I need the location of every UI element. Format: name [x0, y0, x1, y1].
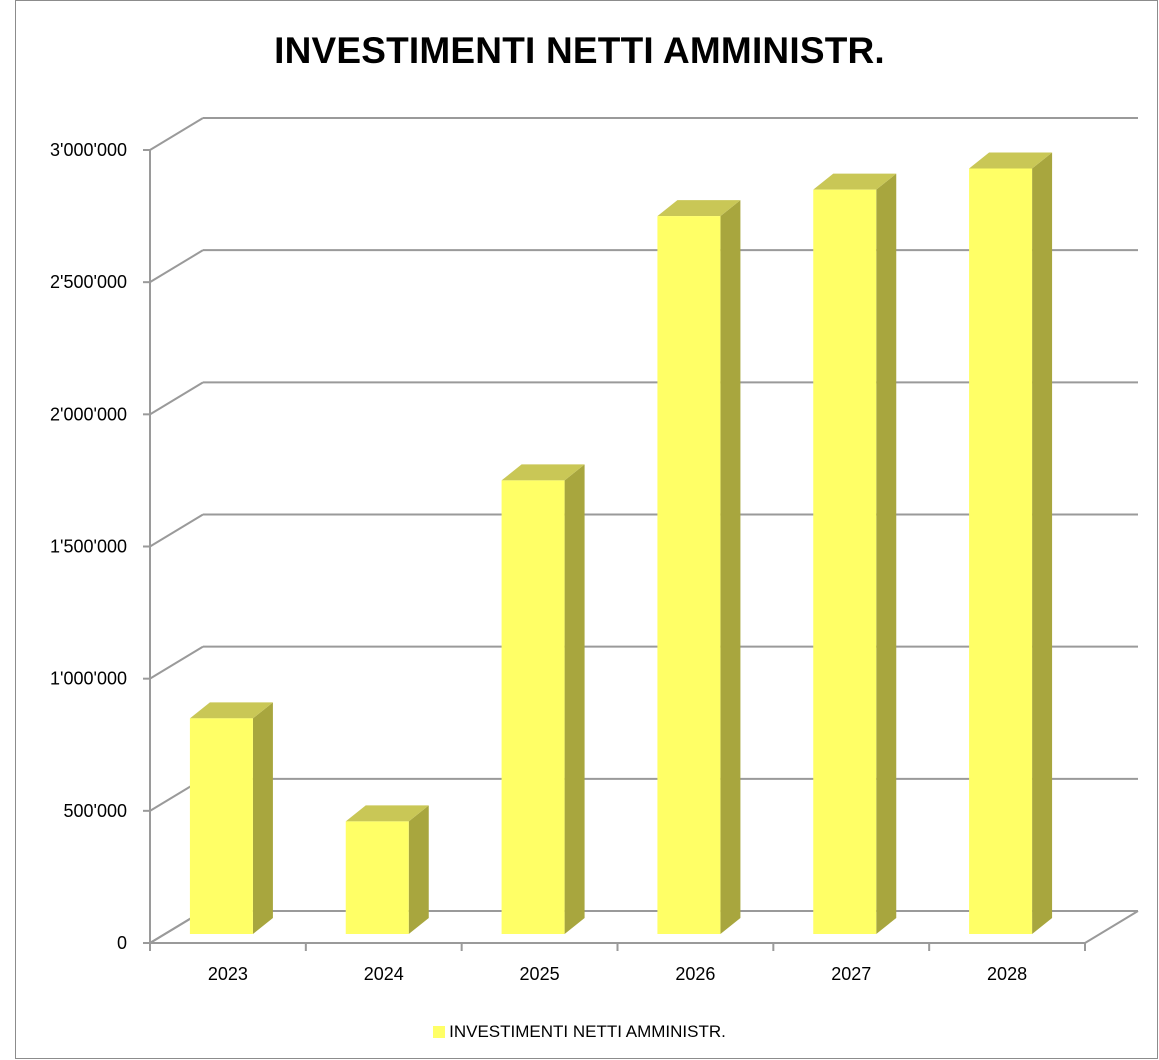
gridline-diagonal	[149, 117, 204, 151]
bar-top	[501, 464, 585, 481]
bar	[657, 216, 721, 935]
bar	[969, 168, 1033, 935]
y-tick-label: 0	[117, 933, 127, 953]
bar-top	[189, 702, 273, 719]
x-tick-label: 2025	[520, 964, 560, 984]
bar	[189, 718, 253, 934]
gridline-diagonal	[149, 513, 204, 548]
bar-top	[969, 152, 1053, 169]
gridline-diagonal	[149, 645, 204, 680]
y-tick-label: 3'000'000	[50, 140, 127, 160]
x-tick-label: 2028	[987, 964, 1027, 984]
bar-side	[408, 805, 429, 934]
floor-right-edge	[1084, 910, 1139, 944]
bar-top	[657, 200, 741, 217]
y-tick-label: 500'000	[63, 801, 127, 821]
gridline-diagonal	[149, 249, 204, 284]
bar-side	[252, 702, 273, 934]
bar	[501, 480, 565, 934]
y-tick-label: 1'500'000	[50, 537, 127, 557]
bar-side	[720, 200, 741, 935]
bar	[345, 821, 409, 934]
x-tick-label: 2027	[831, 964, 871, 984]
bar-side	[1032, 152, 1053, 935]
bar	[813, 189, 877, 934]
gridline-diagonal	[149, 381, 204, 416]
legend: INVESTIMENTI NETTI AMMINISTR.	[0, 1022, 1159, 1042]
x-tick-label: 2023	[208, 964, 248, 984]
y-tick-label: 2'500'000	[50, 272, 127, 292]
x-tick-label: 2026	[675, 964, 715, 984]
bar-side	[876, 173, 897, 934]
bar-side	[564, 464, 585, 934]
bar-top	[345, 805, 429, 822]
legend-label: INVESTIMENTI NETTI AMMINISTR.	[449, 1022, 726, 1041]
bar-top	[813, 173, 897, 190]
y-tick-label: 1'000'000	[50, 669, 127, 689]
chart-title: INVESTIMENTI NETTI AMMINISTR.	[274, 30, 885, 71]
x-tick-label: 2024	[364, 964, 404, 984]
legend-swatch	[433, 1026, 446, 1038]
y-tick-label: 2'000'000	[50, 404, 127, 424]
